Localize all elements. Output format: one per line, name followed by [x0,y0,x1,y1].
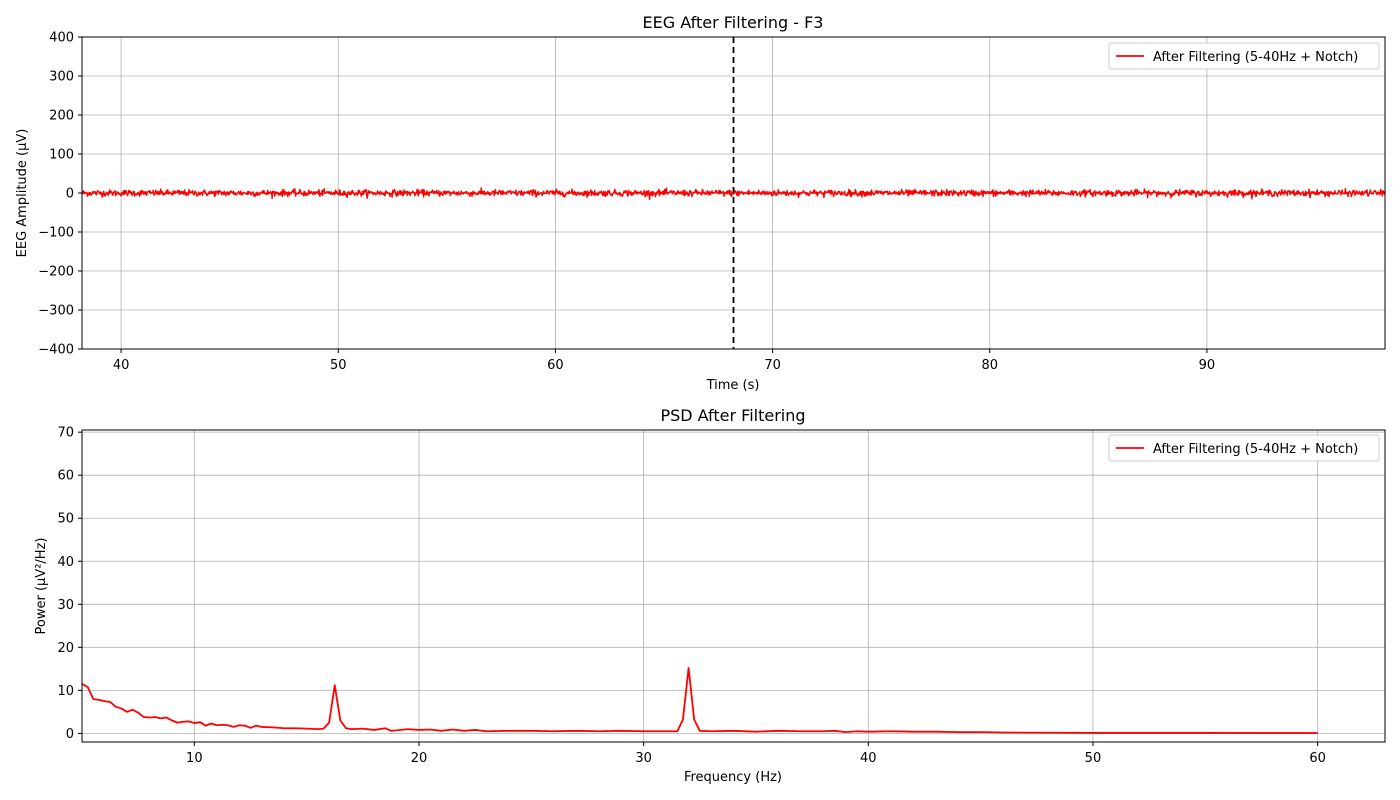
psd-y-tick-label: 10 [57,684,74,699]
psd-x-tick-label: 50 [1085,751,1102,766]
psd-chart-title: PSD After Filtering [660,406,805,425]
eeg-x-tick-label: 70 [764,358,781,373]
eeg-y-tick-label: 400 [49,31,74,46]
psd-x-tick-label: 30 [635,751,652,766]
eeg-legend-label: After Filtering (5-40Hz + Notch) [1153,50,1358,65]
psd-legend: After Filtering (5-40Hz + Notch) [1108,434,1380,462]
eeg-y-tick-label: −100 [38,226,74,241]
eeg-chart-title: EEG After Filtering - F3 [643,13,824,32]
eeg-y-tick-label: 200 [49,109,74,124]
eeg-y-tick-label: 100 [49,148,74,163]
psd-y-tick-label: 20 [57,641,74,656]
psd-y-tick-label: 0 [66,727,74,742]
eeg-x-tick-label: 90 [1199,358,1216,373]
psd-x-tick-label: 60 [1309,751,1326,766]
eeg-time-series-panel: 40 50 60 70 80 90 −400 −300 −200 −100 0 100 200 300 40… [15,13,1386,393]
eeg-x-tick-label: 80 [981,358,998,373]
psd-y-tick-label: 60 [57,469,74,484]
psd-y-tick-label: 40 [57,555,74,570]
eeg-x-tick-label: 50 [330,358,347,373]
eeg-y-tick-label: −300 [38,304,74,319]
eeg-legend: After Filtering (5-40Hz + Notch) [1108,42,1380,70]
psd-y-axis-label: Power (µV²/Hz) [34,538,49,635]
eeg-x-tick-label: 40 [113,358,130,373]
psd-series-line [82,667,1318,734]
eeg-y-tick-label: 300 [49,70,74,85]
psd-axes-frame [81,429,1386,743]
psd-y-tick-label: 30 [57,598,74,613]
psd-x-tick-label: 40 [860,751,877,766]
eeg-y-axis-label: EEG Amplitude (µV) [15,129,30,258]
psd-y-tick-label: 70 [57,426,74,441]
eeg-x-axis-label: Time (s) [706,378,760,393]
psd-x-tick-label: 10 [186,751,203,766]
psd-legend-box [1108,434,1380,462]
eeg-legend-box [1108,42,1380,70]
eeg-x-tick-label: 60 [547,358,564,373]
psd-y-tick-label: 50 [57,512,74,527]
eeg-y-tick-label: −400 [38,343,74,358]
eeg-y-tick-label: −200 [38,265,74,280]
eeg-y-tick-label: 0 [66,187,74,202]
psd-x-axis-label: Frequency (Hz) [684,770,782,785]
psd-legend-label: After Filtering (5-40Hz + Notch) [1153,442,1358,457]
psd-x-tick-label: 20 [411,751,428,766]
psd-panel: 10 20 30 40 50 60 0 10 20 30 40 50 60 70 PSD After Fi… [34,406,1386,785]
